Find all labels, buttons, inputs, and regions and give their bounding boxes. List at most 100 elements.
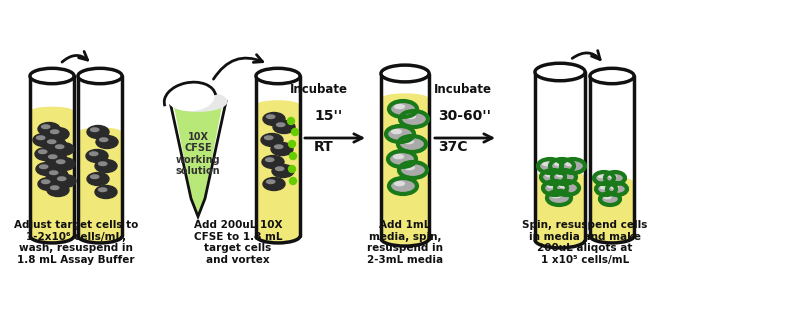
- Circle shape: [289, 165, 295, 172]
- Ellipse shape: [382, 94, 427, 102]
- Ellipse shape: [98, 162, 107, 165]
- Ellipse shape: [591, 231, 633, 241]
- Ellipse shape: [277, 123, 285, 127]
- Ellipse shape: [607, 183, 627, 195]
- Circle shape: [290, 153, 297, 160]
- Ellipse shape: [388, 151, 416, 167]
- Ellipse shape: [566, 162, 574, 166]
- Text: 15'': 15'': [314, 109, 342, 123]
- Ellipse shape: [555, 181, 579, 195]
- Ellipse shape: [80, 128, 120, 136]
- Ellipse shape: [258, 231, 298, 241]
- Ellipse shape: [256, 68, 300, 84]
- Ellipse shape: [46, 169, 68, 181]
- Ellipse shape: [95, 186, 117, 198]
- Ellipse shape: [542, 162, 551, 166]
- Ellipse shape: [263, 112, 285, 126]
- Ellipse shape: [604, 196, 611, 199]
- Ellipse shape: [386, 126, 414, 142]
- Ellipse shape: [38, 122, 60, 136]
- Ellipse shape: [44, 138, 66, 150]
- Ellipse shape: [90, 175, 99, 179]
- Ellipse shape: [87, 172, 109, 186]
- Ellipse shape: [170, 93, 226, 111]
- Ellipse shape: [543, 181, 567, 195]
- Ellipse shape: [400, 111, 428, 127]
- Ellipse shape: [382, 234, 428, 244]
- Ellipse shape: [552, 194, 560, 198]
- Ellipse shape: [382, 234, 428, 244]
- Ellipse shape: [609, 175, 616, 178]
- Text: Add 1mL
media, spin,
resuspend in
2-3mL media: Add 1mL media, spin, resuspend in 2-3mL …: [367, 220, 443, 265]
- Ellipse shape: [42, 180, 50, 183]
- Bar: [258, 105, 298, 234]
- Ellipse shape: [592, 178, 632, 186]
- Bar: [32, 111, 72, 234]
- Ellipse shape: [42, 125, 50, 128]
- Ellipse shape: [605, 172, 625, 184]
- Ellipse shape: [79, 231, 121, 241]
- Ellipse shape: [258, 72, 298, 80]
- Ellipse shape: [258, 231, 298, 241]
- Bar: [592, 181, 632, 234]
- Ellipse shape: [49, 155, 57, 159]
- Text: 30-60'': 30-60'': [438, 109, 491, 123]
- Ellipse shape: [57, 160, 65, 164]
- Ellipse shape: [394, 181, 404, 186]
- Ellipse shape: [406, 115, 415, 119]
- Ellipse shape: [98, 188, 107, 192]
- Ellipse shape: [273, 121, 295, 133]
- Ellipse shape: [31, 231, 73, 241]
- Ellipse shape: [266, 158, 274, 161]
- Ellipse shape: [271, 143, 293, 155]
- Ellipse shape: [39, 165, 48, 169]
- Text: Adjust target cells to
1-2x10⁶ cells/mL,
wash, resuspend in
1.8 mL Assay Buffer: Adjust target cells to 1-2x10⁶ cells/mL,…: [14, 220, 138, 265]
- Ellipse shape: [50, 171, 58, 175]
- Ellipse shape: [266, 180, 275, 183]
- Ellipse shape: [50, 130, 59, 133]
- Ellipse shape: [394, 105, 404, 109]
- Ellipse shape: [258, 231, 298, 241]
- Ellipse shape: [32, 107, 72, 115]
- Ellipse shape: [38, 150, 47, 154]
- Text: Add 200uL 10X
CFSE to 1.8 mL
target cells
and vortex: Add 200uL 10X CFSE to 1.8 mL target cell…: [194, 220, 282, 265]
- Circle shape: [291, 128, 298, 136]
- Ellipse shape: [81, 72, 119, 80]
- Ellipse shape: [536, 235, 584, 245]
- Ellipse shape: [99, 138, 108, 142]
- Polygon shape: [173, 101, 223, 214]
- Ellipse shape: [552, 170, 576, 184]
- Ellipse shape: [90, 152, 98, 155]
- Ellipse shape: [96, 136, 118, 149]
- Ellipse shape: [381, 65, 429, 82]
- Bar: [536, 72, 584, 240]
- Ellipse shape: [36, 163, 58, 176]
- Ellipse shape: [263, 177, 285, 191]
- Ellipse shape: [258, 101, 298, 109]
- Ellipse shape: [90, 128, 99, 132]
- Text: 37C: 37C: [438, 140, 467, 154]
- Ellipse shape: [555, 162, 563, 166]
- Ellipse shape: [538, 159, 562, 173]
- Text: Spin, resuspend cells
in media and make
200uL aliqots at
1 x10⁵ cells/mL: Spin, resuspend cells in media and make …: [522, 220, 648, 265]
- Ellipse shape: [47, 183, 69, 197]
- Ellipse shape: [33, 133, 55, 147]
- Bar: [258, 76, 298, 236]
- Ellipse shape: [560, 184, 568, 188]
- Ellipse shape: [596, 183, 616, 195]
- Ellipse shape: [392, 130, 402, 133]
- Ellipse shape: [166, 80, 214, 111]
- Ellipse shape: [591, 231, 633, 241]
- Ellipse shape: [538, 68, 582, 76]
- Ellipse shape: [536, 235, 584, 245]
- Ellipse shape: [38, 177, 60, 191]
- Circle shape: [289, 140, 295, 148]
- Ellipse shape: [95, 160, 117, 172]
- Ellipse shape: [557, 173, 565, 177]
- Ellipse shape: [389, 101, 417, 117]
- Ellipse shape: [53, 158, 75, 171]
- Ellipse shape: [548, 184, 556, 188]
- Ellipse shape: [535, 63, 585, 81]
- Ellipse shape: [547, 191, 571, 205]
- Ellipse shape: [79, 231, 121, 241]
